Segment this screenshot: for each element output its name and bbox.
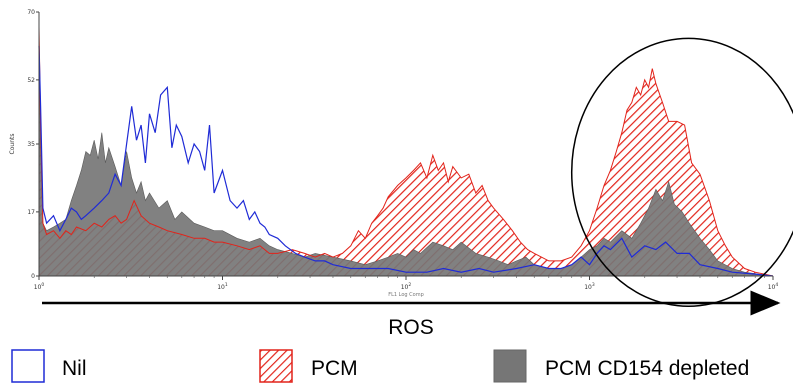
y-tick-label: 35 xyxy=(27,141,35,148)
y-tick-label: 0 xyxy=(31,273,35,280)
legend-label-nil: Nil xyxy=(62,357,87,380)
x-tick-label: 104 xyxy=(768,282,779,291)
series-pcm-line xyxy=(38,27,774,277)
legend-label-pcm: PCM xyxy=(311,357,358,380)
legend-swatch-pcm xyxy=(259,349,293,383)
x-tick-label: 101 xyxy=(217,282,228,291)
legend-label-pcm-cd154-depleted: PCM CD154 depleted xyxy=(545,357,749,380)
x-axis-label: FL1 Log Comp xyxy=(388,292,424,298)
legend-swatch-pcm-cd154-depleted xyxy=(493,349,527,383)
ros-label: ROS xyxy=(388,316,434,339)
legend-swatch-nil xyxy=(11,349,45,383)
y-tick-label: 70 xyxy=(27,9,35,16)
series-nil-line xyxy=(38,45,774,277)
legend-item-nil: Nil xyxy=(11,349,87,383)
y-tick-label: 17 xyxy=(27,209,35,216)
legend-item-pcm-cd154-depleted: PCM CD154 depleted xyxy=(493,349,749,383)
x-tick-label: 102 xyxy=(401,282,412,291)
y-tick-label: 52 xyxy=(27,77,35,84)
annotation-ellipse xyxy=(570,37,793,307)
legend: Nil PCM PCM CD154 depleted xyxy=(11,349,749,383)
series-pcm-cd154-depleted-area xyxy=(38,38,774,277)
x-tick-label: 100 xyxy=(34,282,45,291)
legend-item-pcm: PCM xyxy=(259,349,358,383)
x-tick-label: 103 xyxy=(584,282,595,291)
plot-area: 0 17 35 52 70 100 101 102 103 104 xyxy=(27,9,778,291)
y-axis-label: Counts xyxy=(9,134,16,155)
